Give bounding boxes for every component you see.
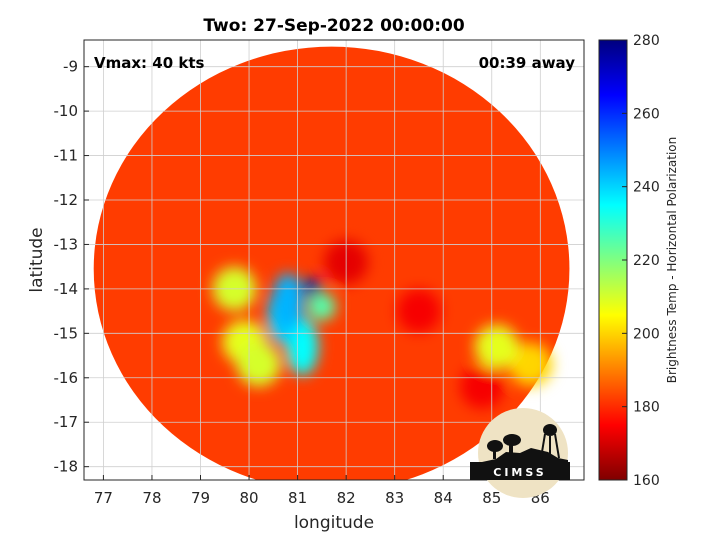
y-tick-label: -10 <box>54 102 79 120</box>
x-axis-label: longitude <box>294 513 374 533</box>
y-tick-label: -9 <box>63 58 78 76</box>
x-tick-label: 84 <box>434 489 453 507</box>
y-tick-label: -16 <box>54 369 79 387</box>
colorbar-tick-label: 280 <box>633 33 660 49</box>
logo-text: CIMSS <box>493 466 546 479</box>
brightness-feature <box>271 273 304 332</box>
colorbar-tick-label: 160 <box>633 473 660 489</box>
x-tick-label: 85 <box>482 489 501 507</box>
x-tick-label: 82 <box>337 489 356 507</box>
y-tick-label: -12 <box>54 191 79 209</box>
colorbar-tick-label: 240 <box>633 180 660 196</box>
brightness-feature <box>474 324 519 369</box>
y-axis-ticks: -9 -10 -11 -12 -13 -14 -15 -16 -17 -18 <box>54 58 89 476</box>
y-tick-label: -18 <box>54 458 79 476</box>
x-tick-label: 78 <box>142 489 161 507</box>
swath-features <box>212 240 553 409</box>
brightness-feature <box>303 277 322 296</box>
colorbar-label: Brightness Temp - Horizontal Polarizatio… <box>665 137 679 384</box>
satellite-dish-icon <box>503 434 521 446</box>
colorbar-tick-label: 180 <box>633 400 660 416</box>
x-tick-label: 83 <box>385 489 404 507</box>
brightness-feature <box>508 342 553 387</box>
brightness-feature <box>396 289 441 334</box>
y-tick-label: -13 <box>54 235 79 253</box>
time-away-annotation: 00:39 away <box>479 54 576 72</box>
colorbar-tick-label: 260 <box>633 106 660 122</box>
y-tick-label: -15 <box>54 324 79 342</box>
brightness-feature <box>236 342 281 387</box>
y-tick-label: -14 <box>54 280 79 298</box>
colorbar: 160 180 200 220 240 260 280 Brightness Temp - … <box>598 33 679 489</box>
water-tower-icon <box>543 424 557 436</box>
y-axis-label: latitude <box>27 227 47 292</box>
plot-border <box>83 39 585 481</box>
grid <box>84 40 584 480</box>
colorbar-tick-label: 220 <box>633 253 660 269</box>
swath-layer <box>93 46 570 480</box>
vmax-annotation: Vmax: 40 kts <box>94 54 204 72</box>
cimss-logo: CIMSS <box>470 408 570 498</box>
x-axis-ticks: 77 78 79 80 81 82 83 84 85 86 <box>94 475 550 507</box>
colorbar-tick-label: 200 <box>633 326 660 342</box>
brightness-feature <box>460 364 505 409</box>
satellite-dish-icon <box>487 440 503 452</box>
x-tick-label: 80 <box>240 489 259 507</box>
x-tick-label: 81 <box>288 489 307 507</box>
brightness-feature <box>307 292 336 321</box>
y-tick-label: -11 <box>54 147 79 165</box>
chart-title: Two: 27-Sep-2022 00:00:00 <box>203 16 465 36</box>
x-tick-label: 79 <box>191 489 210 507</box>
colorbar-ticks: 160 180 200 220 240 260 280 <box>622 33 660 489</box>
x-tick-label: 77 <box>94 489 113 507</box>
y-tick-label: -17 <box>54 413 79 431</box>
